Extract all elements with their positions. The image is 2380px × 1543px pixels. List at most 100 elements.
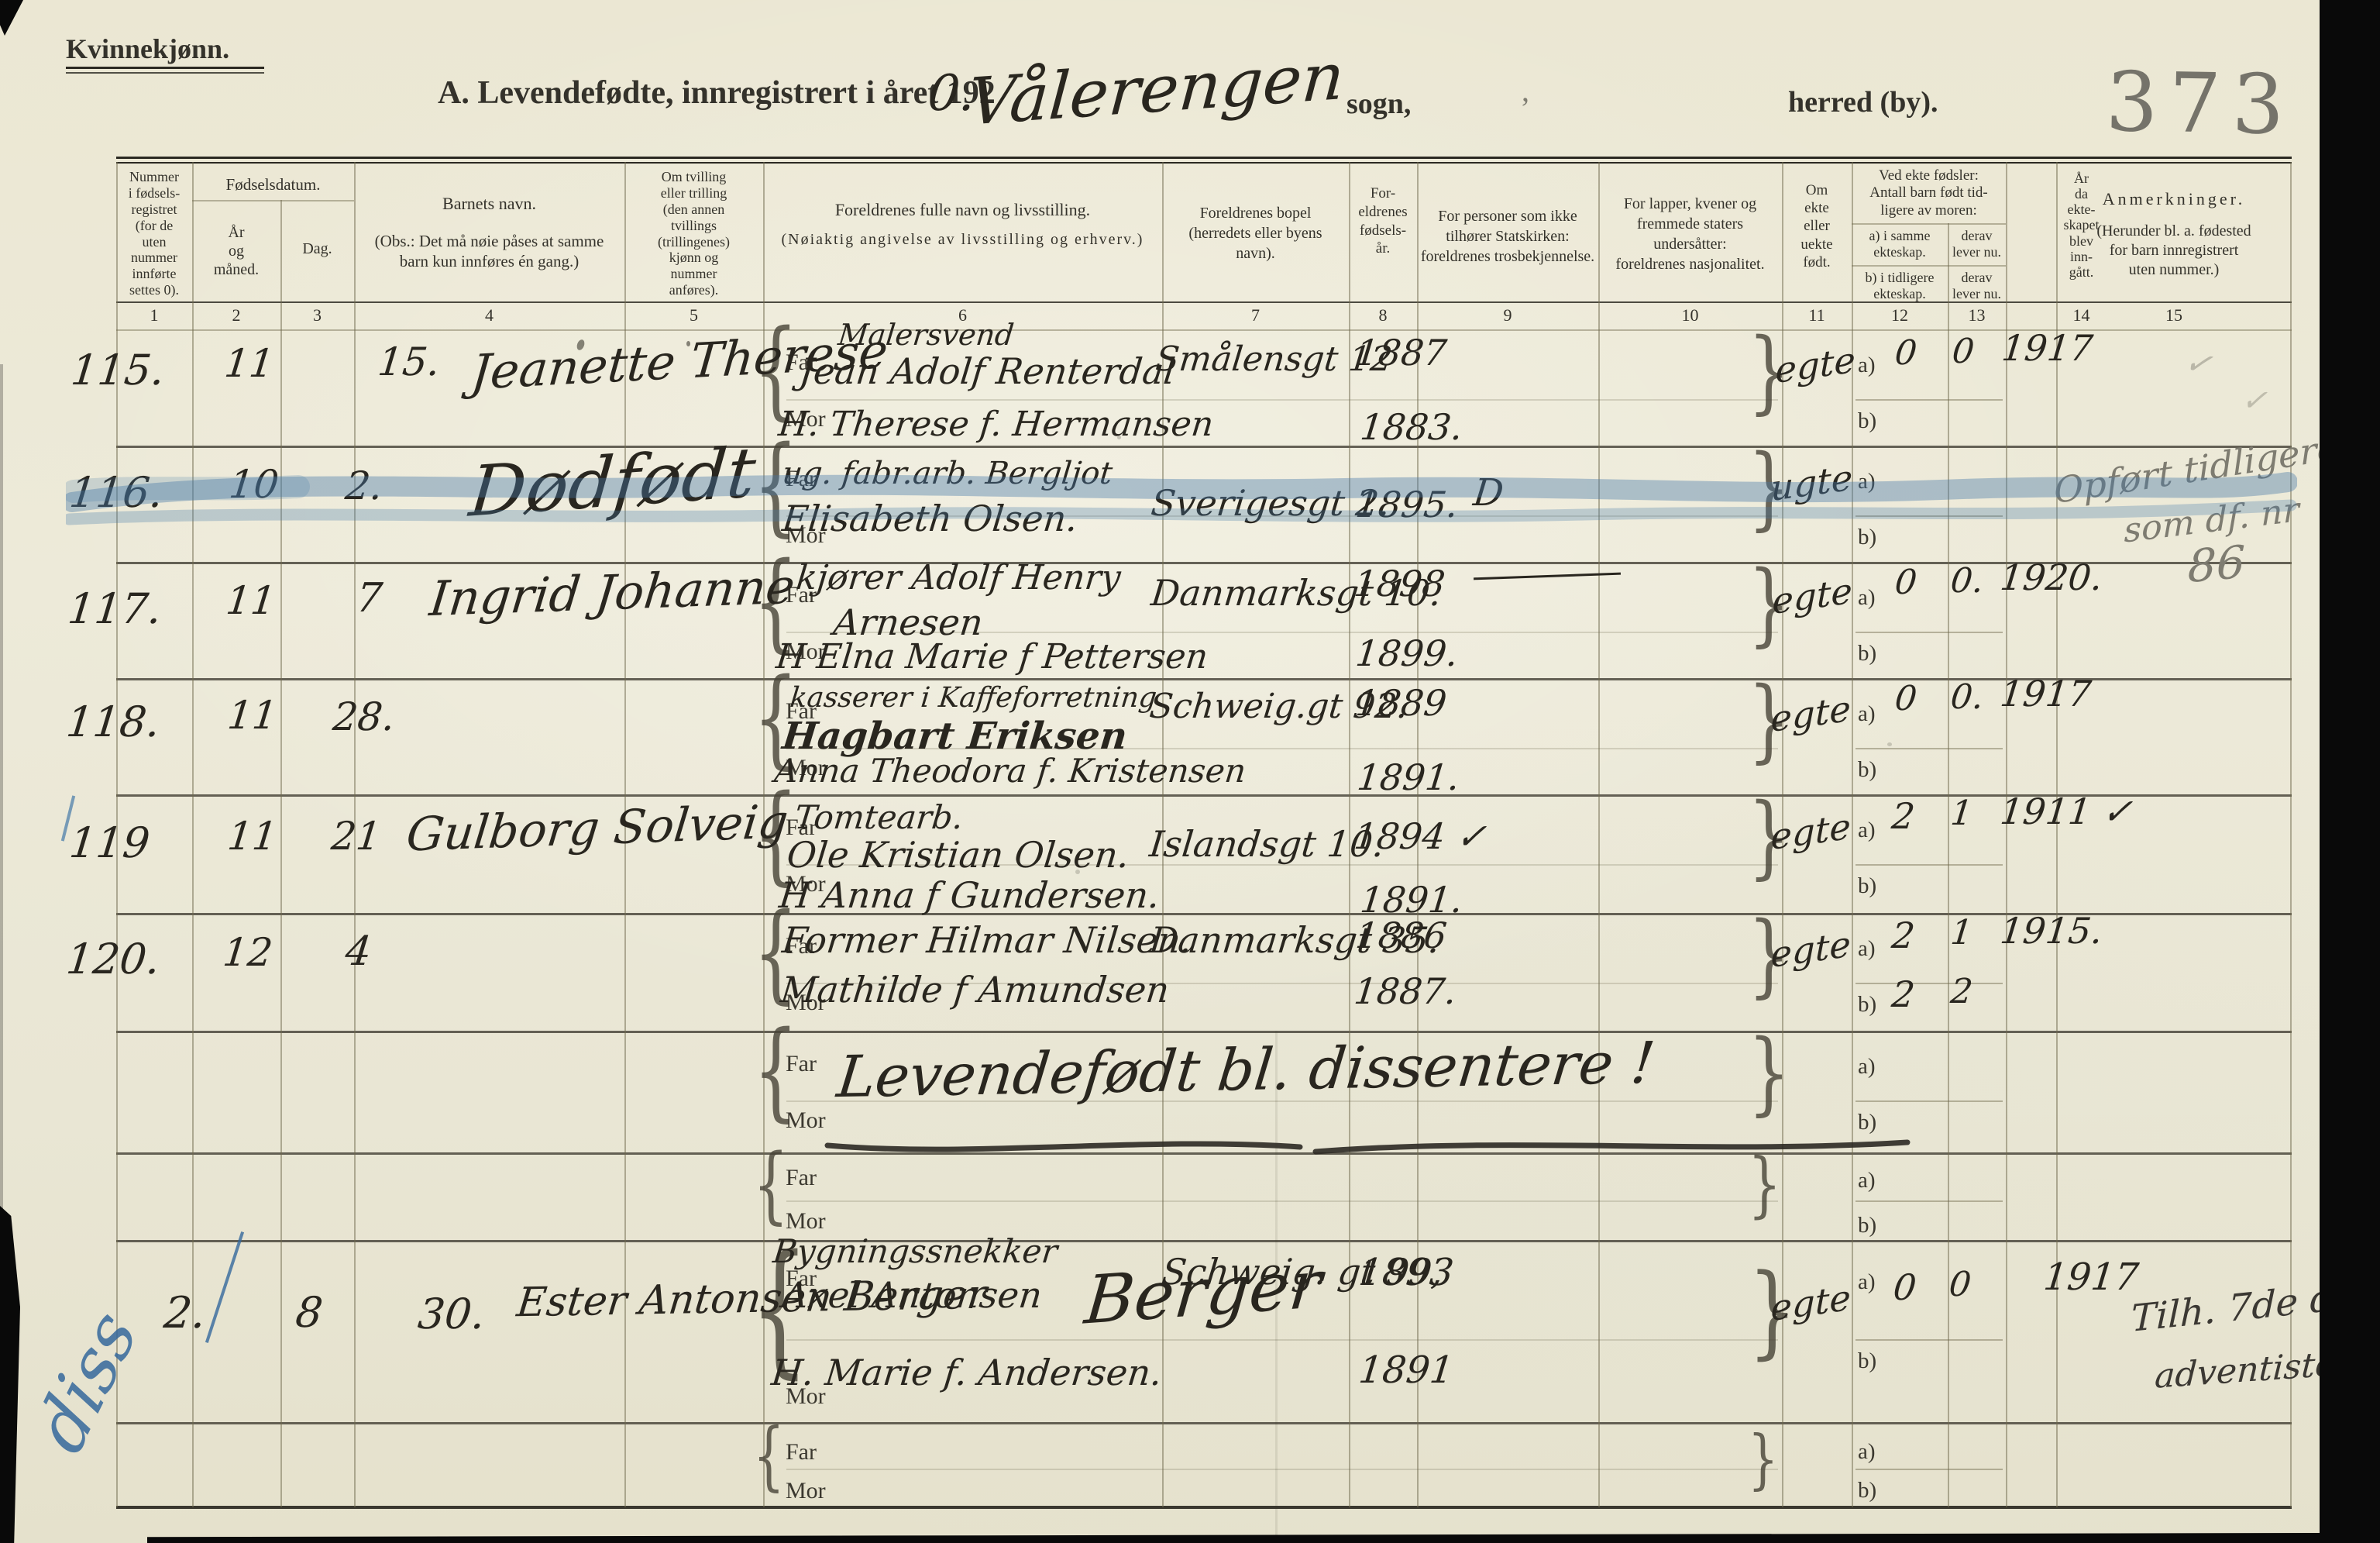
row-separator (116, 913, 2292, 915)
column-number: 15 (2165, 305, 2182, 325)
mother-name: H Anna f Gundersen. (777, 874, 1162, 916)
a-label: a) (1858, 1054, 1876, 1079)
ab-divider (1856, 1469, 2003, 1470)
ab-divider (1856, 1200, 2003, 1202)
brace-icon: { (753, 307, 799, 432)
father-label: Far (786, 933, 817, 959)
column-number: 3 (313, 305, 322, 325)
ink-speck (1887, 742, 1892, 746)
scan-edge-right (2320, 0, 2380, 1543)
paper-crease (1275, 1031, 1278, 1543)
column-line (1417, 162, 1419, 1507)
column-number: 13 (1968, 305, 1986, 325)
entry-number: 117. (65, 584, 164, 633)
row-separator (116, 1031, 2292, 1033)
entry-month: 12 (220, 930, 275, 975)
brace-icon: } (1748, 903, 1790, 1008)
children-earlier-marriage: 2 (1890, 973, 1917, 1015)
mother-label: Mor (786, 871, 826, 897)
column-line (1598, 162, 1600, 1507)
header-bottom-rule (116, 301, 2292, 303)
a-label: a) (1858, 701, 1876, 726)
father-label: Far (786, 1165, 817, 1190)
father-occupation: Bygningssnekker (771, 1232, 1060, 1270)
child-name: Ingrid Johanne (427, 557, 798, 628)
ab-divider (1856, 399, 2003, 401)
column-line (116, 162, 118, 1507)
mother-birthyear: 1883. (1358, 406, 1465, 448)
father-label: Far (786, 582, 817, 608)
brace-icon: } (1748, 436, 1790, 541)
ab-divider (1856, 1100, 2003, 1102)
father-birthyear: 1887 (1353, 332, 1449, 374)
father-occupation: kasserer i Kaffeforretning (788, 682, 1159, 714)
children-living: 0. (1948, 561, 1986, 601)
scan-edge-corner (0, 0, 23, 36)
a-label: a) (1858, 936, 1876, 961)
ink-speck (1075, 870, 1080, 874)
underline (66, 72, 264, 74)
column-number: 4 (485, 305, 494, 325)
marriage-year: 1917 (2000, 327, 2095, 369)
ink-underline (824, 1139, 1911, 1155)
marriage-year: 1917 (1998, 673, 2093, 715)
brace-icon: } (1748, 1021, 1790, 1126)
a-label: a) (1858, 585, 1876, 610)
brace-icon: { (750, 1225, 810, 1393)
brace-icon: } (1748, 1252, 1797, 1370)
mother-birthyear: 1887. (1352, 970, 1459, 1012)
entry-day: 28. (330, 694, 397, 739)
children-living: 1 (1948, 794, 1975, 833)
children-living: 0 (1947, 1265, 1973, 1304)
column-header-birthdate: Fødselsdatum. (225, 175, 321, 194)
mother-label: Mor (786, 1383, 826, 1409)
children-living: 0. (1948, 677, 1986, 717)
column-header-year-month: År og måned. (213, 224, 260, 278)
brace-icon: { (753, 1135, 789, 1233)
brace-icon: { (753, 772, 799, 897)
mother-name: Anna Theodora f. Kristensen (772, 752, 1248, 790)
handwritten-parish: Vålerengen (965, 38, 1347, 140)
brace-icon: { (753, 539, 799, 664)
column-header-number: Nummer i fødsels- registret (for de uten… (128, 169, 181, 298)
column-number: 6 (958, 305, 967, 325)
father-birthyear: 1886 (1353, 914, 1449, 956)
mother-birthyear: 1899. (1353, 632, 1460, 674)
brace-icon: } (1748, 1144, 1782, 1227)
column-header-remarks: Anmerkninger. (2102, 189, 2246, 208)
child-name: Gulborg Solveig (404, 794, 791, 863)
mother-label: Mor (786, 990, 826, 1015)
ab-divider (1856, 632, 2003, 633)
mother-birthyear: 1891. (1355, 756, 1462, 798)
form-title: A. Levendefødte, innregistrert i året 19… (438, 75, 996, 111)
column-header-still-living-b: derav lever nu. (1952, 270, 2001, 301)
entry-number: 115. (68, 346, 167, 394)
marriage-year: 1920. (1998, 556, 2105, 598)
entry-number: 118. (64, 697, 163, 746)
father-birthyear: 1894 ✓ (1352, 815, 1489, 857)
entry-day: 21 (328, 814, 383, 859)
entry-month: 11 (223, 578, 278, 623)
row-separator (116, 794, 2292, 797)
children-living: 0 (1950, 332, 1976, 371)
brace-icon: { (753, 890, 799, 1015)
column-header-parents-name-note: (Nøiaktig angivelse av livsstilling og e… (781, 231, 1144, 248)
father-label: Far (786, 466, 817, 491)
column-number: 11 (1808, 305, 1825, 325)
column-header-previous-children: Ved ekte fødsler: Antall barn født tid- … (1869, 167, 1988, 219)
column-line (763, 162, 765, 1507)
children-living: 1 (1948, 913, 1975, 952)
ab-divider (1856, 864, 2003, 866)
entry-month: 11 (225, 814, 280, 859)
entry-number: 119 (67, 818, 153, 867)
brace-icon: } (1748, 668, 1790, 773)
b-label: b) (1858, 1110, 1877, 1135)
father-label: Far (786, 1051, 817, 1076)
stray-mark: ’ (1520, 91, 1531, 126)
a-label: a) (1858, 1168, 1876, 1193)
father-label: Far (786, 815, 817, 840)
mother-name: Mathilde f Amundsen (779, 969, 1171, 1011)
mother-label: Mor (786, 1107, 826, 1133)
father-birthyear: 1889 (1353, 682, 1449, 724)
scan-edge-sliver (0, 364, 3, 1209)
